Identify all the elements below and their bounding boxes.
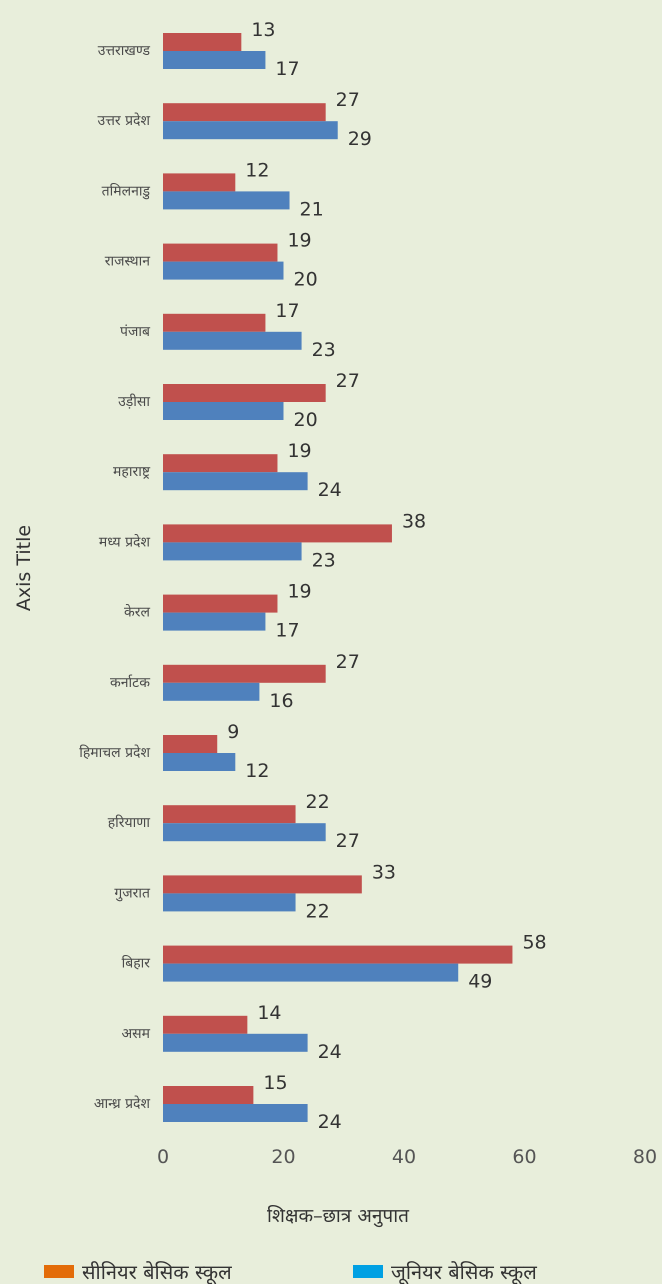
category-label: हिमाचल प्रदेश: [79, 744, 150, 761]
category-label: कर्नाटक: [110, 674, 150, 691]
bar-junior: [163, 963, 459, 982]
bar-junior: [163, 542, 302, 561]
category-label: असम: [121, 1026, 150, 1042]
bar-senior: [163, 33, 242, 51]
y-axis-title: Axis Title: [13, 525, 35, 611]
bar-senior: [163, 1015, 248, 1034]
category-label: गुजरात: [114, 885, 151, 901]
bar-senior: [163, 945, 513, 964]
bar-junior: [163, 682, 260, 701]
x-tick-label: 60: [512, 1146, 536, 1168]
value-label-senior: 22: [306, 791, 330, 813]
bar-junior: [163, 121, 338, 140]
x-tick-label: 0: [157, 1146, 169, 1168]
value-label-senior: 27: [336, 370, 360, 392]
category-label: बिहार: [122, 955, 151, 972]
category-label: मध्य प्रदेश: [99, 533, 151, 550]
bar-junior: [163, 331, 302, 350]
value-label-junior: 24: [318, 1041, 342, 1063]
value-label-senior: 38: [402, 510, 426, 532]
bar-junior: [163, 261, 284, 280]
value-label-junior: 23: [312, 339, 336, 361]
value-label-senior: 9: [227, 721, 239, 743]
bar-junior: [163, 612, 266, 631]
value-label-junior: 17: [275, 58, 299, 80]
value-label-senior: 14: [257, 1002, 281, 1024]
bar-senior: [163, 735, 218, 753]
value-label-senior: 17: [275, 300, 299, 322]
category-label: पंजाब: [120, 324, 151, 340]
category-label: हरियाणा: [108, 814, 151, 831]
category-labels-group: उत्तराखण्ड उत्तर प्रदेश तमिलनाडु राजस्थान पं…: [79, 43, 151, 1112]
value-label-senior: 58: [522, 932, 546, 954]
bar-junior: [163, 402, 284, 420]
bar-junior: [163, 1033, 308, 1052]
bar-junior: [163, 753, 236, 771]
legend: सीनियर बेसिक स्कूल जूनियर बेसिक स्कूल: [44, 1260, 537, 1284]
value-label-junior: 22: [306, 900, 330, 922]
legend-swatch-senior: [44, 1265, 74, 1278]
bar-senior: [163, 384, 326, 402]
category-label: आन्ध्र प्रदेश: [94, 1095, 151, 1112]
value-label-senior: 19: [287, 581, 311, 603]
bar-junior: [163, 823, 326, 842]
category-label: राजस्थान: [105, 254, 150, 270]
value-label-senior: 15: [263, 1072, 287, 1094]
bar-senior: [163, 103, 326, 122]
bar-senior: [163, 1086, 254, 1104]
value-label-junior: 20: [294, 269, 318, 291]
value-label-junior: 23: [312, 549, 336, 571]
bar-junior: [163, 893, 296, 912]
value-label-junior: 49: [468, 971, 492, 993]
value-label-senior: 27: [336, 651, 360, 673]
legend-label-senior: सीनियर बेसिक स्कूल: [82, 1260, 232, 1284]
bar-senior: [163, 875, 362, 894]
x-tick-label: 80: [633, 1146, 657, 1168]
category-label: महाराष्ट्र: [113, 464, 151, 480]
bar-senior: [163, 173, 236, 192]
bar-senior: [163, 313, 266, 332]
bar-senior: [163, 594, 278, 613]
x-tick-labels-group: 0 20 40 60 80: [157, 1146, 657, 1168]
value-label-junior: 16: [269, 690, 293, 712]
bar-junior: [163, 51, 266, 69]
bar-senior: [163, 243, 278, 262]
value-label-junior: 12: [245, 760, 269, 782]
value-label-senior: 19: [287, 230, 311, 252]
bars-group: [163, 33, 513, 1122]
value-label-junior: 27: [336, 830, 360, 852]
value-label-senior: 13: [251, 19, 275, 41]
bar-senior: [163, 454, 278, 473]
bar-senior: [163, 524, 392, 543]
bar-junior: [163, 1104, 308, 1122]
value-label-senior: 27: [336, 89, 360, 111]
category-label: तमिलनाडु: [102, 182, 151, 199]
value-label-junior: 29: [348, 128, 372, 150]
value-label-junior: 24: [318, 1111, 342, 1133]
value-label-junior: 21: [300, 198, 324, 220]
value-label-senior: 12: [245, 159, 269, 181]
value-label-junior: 24: [318, 479, 342, 501]
category-label: उड़ीसा: [118, 393, 150, 410]
value-label-junior: 20: [294, 409, 318, 431]
bar-senior: [163, 805, 296, 824]
legend-label-junior: जूनियर बेसिक स्कूल: [391, 1260, 537, 1284]
category-label: उत्तर प्रदेश: [98, 112, 151, 129]
category-label: केरल: [124, 604, 150, 621]
x-tick-label: 40: [392, 1146, 416, 1168]
legend-swatch-junior: [353, 1265, 383, 1278]
value-label-senior: 19: [287, 440, 311, 462]
bar-junior: [163, 191, 290, 210]
category-label: उत्तराखण्ड: [98, 43, 151, 59]
bar-senior: [163, 664, 326, 683]
value-label-senior: 33: [372, 861, 396, 883]
x-axis-title: शिक्षक–छात्र अनुपात: [267, 1204, 410, 1228]
value-label-junior: 17: [275, 620, 299, 642]
bar-junior: [163, 472, 308, 491]
x-tick-label: 20: [271, 1146, 295, 1168]
value-labels-group: 1317272912211920172327201924382319172716…: [227, 19, 546, 1133]
